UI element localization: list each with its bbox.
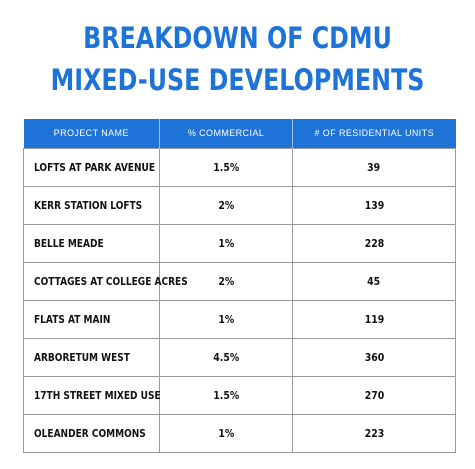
residential-units-cell: 39	[292, 148, 456, 187]
residential-units: 360	[364, 351, 384, 364]
column-header-residential-units: # OF RESIDENTIAL UNITS	[292, 119, 456, 149]
project-name: KERR STATION LOFTS	[34, 199, 143, 212]
percent-commercial-cell: 2%	[159, 262, 293, 301]
percent-commercial-cell: 1.5%	[159, 148, 293, 187]
residential-units-cell: 360	[292, 338, 456, 377]
percent-commercial: 2%	[218, 199, 234, 212]
table-header-row: PROJECT NAME % COMMERCIAL # OF RESIDENTI…	[23, 119, 456, 149]
project-name-cell: 17TH STREET MIXED USE	[23, 376, 161, 415]
table-row: BELLE MEADE 1% 228	[23, 224, 456, 263]
percent-commercial: 1%	[218, 427, 234, 440]
project-name-cell: OLEANDER COMMONS	[23, 414, 160, 453]
percent-commercial-cell: 4.5%	[159, 338, 293, 377]
table-row: KERR STATION LOFTS 2% 139	[23, 186, 456, 225]
project-name-cell: COTTAGES AT COLLEGE ACRES	[23, 262, 188, 301]
percent-commercial-cell: 1%	[159, 224, 293, 263]
project-name: COTTAGES AT COLLEGE ACRES	[34, 275, 188, 288]
project-name-cell: KERR STATION LOFTS	[23, 186, 160, 225]
project-name: LOFTS AT PARK AVENUE	[34, 161, 156, 174]
column-header-percent-commercial: % COMMERCIAL	[159, 119, 293, 149]
residential-units: 119	[364, 313, 384, 326]
column-header-project-name: PROJECT NAME	[23, 119, 160, 149]
percent-commercial: 1.5%	[213, 161, 239, 174]
developments-table: PROJECT NAME % COMMERCIAL # OF RESIDENTI…	[23, 119, 456, 453]
table-row: COTTAGES AT COLLEGE ACRES 2% 45	[23, 262, 456, 301]
residential-units-cell: 228	[292, 224, 456, 263]
percent-commercial-cell: 1%	[159, 414, 293, 453]
residential-units: 270	[364, 389, 384, 402]
residential-units-cell: 270	[292, 376, 456, 415]
table-row: FLATS AT MAIN 1% 119	[23, 300, 456, 339]
residential-units: 223	[364, 427, 384, 440]
percent-commercial: 1%	[218, 237, 234, 250]
residential-units-cell: 223	[292, 414, 456, 453]
project-name-cell: ARBORETUM WEST	[23, 338, 160, 377]
percent-commercial-cell: 2%	[159, 186, 293, 225]
project-name-cell: LOFTS AT PARK AVENUE	[23, 148, 160, 187]
project-name: OLEANDER COMMONS	[34, 427, 146, 440]
table-row: OLEANDER COMMONS 1% 223	[23, 414, 456, 453]
page-title-line-1: BREAKDOWN OF CDMU	[83, 21, 392, 55]
residential-units: 45	[367, 275, 381, 288]
project-name-cell: BELLE MEADE	[23, 224, 160, 263]
table-row: 17TH STREET MIXED USE 1.5% 270	[23, 376, 456, 415]
percent-commercial-cell: 1%	[159, 300, 293, 339]
residential-units-cell: 45	[292, 262, 456, 301]
project-name: 17TH STREET MIXED USE	[34, 389, 161, 402]
percent-commercial: 4.5%	[213, 351, 239, 364]
project-name: FLATS AT MAIN	[34, 313, 111, 326]
project-name: BELLE MEADE	[34, 237, 104, 250]
percent-commercial: 2%	[218, 275, 234, 288]
percent-commercial: 1.5%	[213, 389, 239, 402]
project-name: ARBORETUM WEST	[34, 351, 130, 364]
table-row: LOFTS AT PARK AVENUE 1.5% 39	[23, 148, 456, 187]
residential-units-cell: 139	[292, 186, 456, 225]
table-row: ARBORETUM WEST 4.5% 360	[23, 338, 456, 377]
percent-commercial-cell: 1.5%	[159, 376, 293, 415]
table-body: LOFTS AT PARK AVENUE 1.5% 39 KERR STATIO…	[23, 148, 456, 453]
residential-units: 228	[364, 237, 384, 250]
percent-commercial: 1%	[218, 313, 234, 326]
residential-units: 139	[364, 199, 384, 212]
page-title-line-2: MIXED-USE DEVELOPMENTS	[50, 63, 425, 97]
residential-units: 39	[367, 161, 381, 174]
residential-units-cell: 119	[292, 300, 456, 339]
project-name-cell: FLATS AT MAIN	[23, 300, 160, 339]
